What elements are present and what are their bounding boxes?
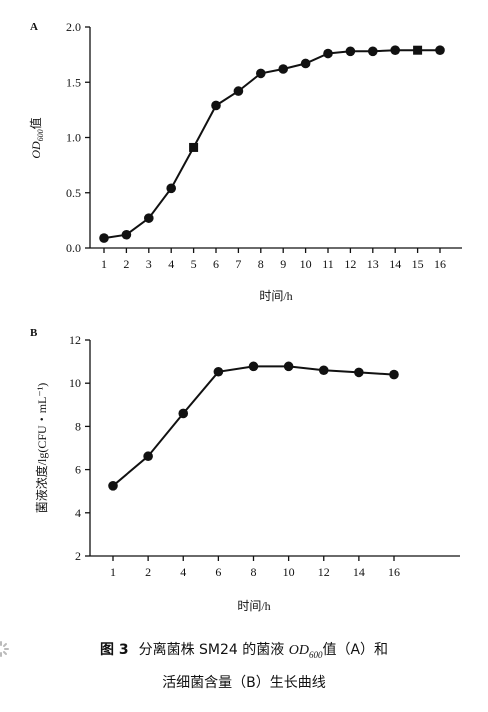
caption-od: OD xyxy=(288,643,309,658)
chart-a-xtick-label: 14 xyxy=(389,257,401,271)
chart-b-ytick-label: 10 xyxy=(69,376,81,390)
chart-a-ytick-label: 1.5 xyxy=(66,75,81,89)
caption-text-a: 分离菌株 SM24 的菌液 xyxy=(138,642,289,658)
chart-a-point xyxy=(99,233,109,243)
chart-b-xtick-label: 6 xyxy=(215,565,221,579)
chart-b-point xyxy=(318,365,329,376)
chart-a-point xyxy=(233,86,244,96)
chart-a-point xyxy=(189,142,199,152)
chart-a-ylabel: OD600值 xyxy=(28,117,45,158)
chart-a-point xyxy=(435,45,445,56)
chart-b-xtick-label: 1 xyxy=(110,565,116,579)
chart-b-xtick-label: 14 xyxy=(353,565,365,579)
chart-b-axes xyxy=(89,340,460,557)
panel-label-a: A xyxy=(30,21,38,33)
chart-a-xtick-label: 12 xyxy=(344,257,356,271)
chart-b-ytick-label: 12 xyxy=(69,333,81,347)
chart-a-ylabel-main: OD xyxy=(29,141,43,159)
chart-a-xtick-label: 11 xyxy=(322,257,334,271)
loading-spinner-icon xyxy=(0,640,10,658)
chart-b-point xyxy=(283,361,294,372)
chart-b-xtick-label: 10 xyxy=(283,565,295,579)
chart-a-xtick-label: 16 xyxy=(434,257,446,271)
chart-a-point xyxy=(368,46,378,57)
chart-a: A 0.00.51.01.52.0 1 2 3 4 5 6 7 8 9 10 11 12 13 14 15 1… xyxy=(28,20,462,303)
chart-b-series-line xyxy=(112,365,395,487)
chart-a-xtick-label: 4 xyxy=(168,257,174,271)
chart-b-point xyxy=(248,361,259,372)
chart-b-xtick-label: 8 xyxy=(251,565,257,579)
chart-a-point xyxy=(166,183,176,194)
chart-b-ytick-label: 2 xyxy=(75,549,81,563)
chart-a-xtick-label: 2 xyxy=(123,257,129,271)
chart-a-ytick-label: 0.0 xyxy=(66,241,81,255)
caption-text-b: 值（A）和 xyxy=(322,642,389,658)
chart-a-xtick-label: 8 xyxy=(258,257,264,271)
chart-a-ytick-label: 0.5 xyxy=(66,186,81,200)
chart-a-point xyxy=(323,48,333,59)
figure-svg: A 0.00.51.01.52.0 1 2 3 4 5 6 7 8 9 10 11 12 13 14 15 1… xyxy=(28,20,462,613)
chart-a-xtick-label: 5 xyxy=(191,257,197,271)
chart-a-series-line xyxy=(103,49,440,240)
chart-a-xtick-label: 9 xyxy=(280,257,286,271)
chart-b-point xyxy=(354,367,364,378)
chart-a-point xyxy=(413,45,423,55)
chart-b-xtick-label: 2 xyxy=(145,565,151,579)
chart-a-ylabel-suffix: 值 xyxy=(28,117,43,129)
chart-a-point xyxy=(255,68,266,79)
chart-a-point xyxy=(278,64,289,74)
chart-b-xlabel: 时间/h xyxy=(237,599,270,613)
chart-a-xtick-label: 6 xyxy=(213,257,219,271)
chart-b-point xyxy=(178,408,189,419)
chart-b-ytick-label: 6 xyxy=(75,463,81,477)
chart-a-point xyxy=(300,58,311,69)
chart-b-xtick-label: 4 xyxy=(180,565,186,579)
chart-a-xtick-label: 13 xyxy=(367,257,379,271)
chart-b-point xyxy=(389,369,399,380)
chart-b-ytick-label: 8 xyxy=(75,419,81,433)
caption-od-sub: 600 xyxy=(308,649,323,660)
chart-b-xtick-label: 16 xyxy=(388,565,400,579)
chart-b-point xyxy=(108,481,118,491)
chart-b-xtick-label: 12 xyxy=(318,565,330,579)
chart-a-xtick-label: 10 xyxy=(300,257,312,271)
chart-a-point xyxy=(345,46,356,57)
chart-a-ytick-label: 1.0 xyxy=(66,131,81,145)
panel-label-b: B xyxy=(30,327,38,339)
chart-a-ylabel-sub: 600 xyxy=(36,129,45,141)
chart-a-ytick-label: 2.0 xyxy=(66,20,81,34)
figure-caption: 图 3 分离菌株 SM24 的菌液 OD600值（A）和 活细菌含量（B）生长曲线 xyxy=(0,636,488,697)
chart-b-point xyxy=(143,451,153,462)
chart-a-xtick-label: 15 xyxy=(412,257,424,271)
chart-a-xtick-label: 7 xyxy=(235,257,241,271)
chart-a-point xyxy=(390,45,401,56)
caption-line-1: 图 3 分离菌株 SM24 的菌液 OD600值（A）和 xyxy=(0,636,488,669)
chart-a-xtick-label: 1 xyxy=(101,257,107,271)
chart-a-point xyxy=(211,100,221,111)
chart-a-xtick-label: 3 xyxy=(146,257,152,271)
caption-figure-number: 图 3 xyxy=(99,642,129,658)
caption-line-2: 活细菌含量（B）生长曲线 xyxy=(162,674,326,691)
chart-b-point xyxy=(213,366,224,377)
chart-a-xlabel: 时间/h xyxy=(259,289,292,303)
chart-a-point xyxy=(144,213,154,223)
chart-a-point xyxy=(121,229,132,240)
chart-b-ytick-label: 4 xyxy=(75,506,81,520)
chart-b-ylabel: 菌液浓度/lg(CFU・mL⁻¹) xyxy=(34,383,49,514)
